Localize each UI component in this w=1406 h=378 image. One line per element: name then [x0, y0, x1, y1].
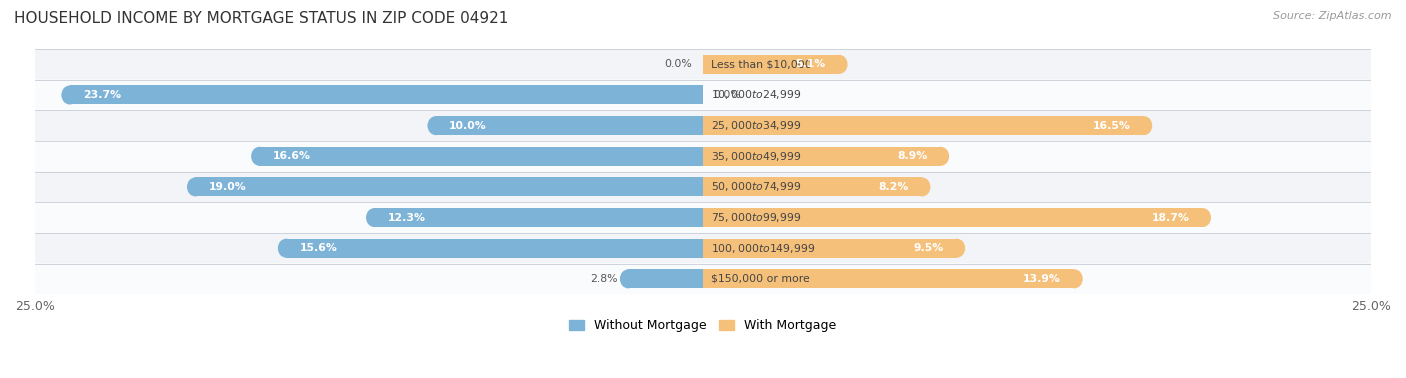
Circle shape: [1066, 270, 1083, 288]
Circle shape: [427, 116, 444, 135]
Bar: [70, 85, 703, 104]
Circle shape: [949, 239, 965, 258]
Circle shape: [1136, 116, 1152, 135]
FancyBboxPatch shape: [35, 141, 1371, 172]
Text: 13.9%: 13.9%: [1024, 274, 1062, 284]
Bar: [259, 147, 703, 166]
Text: $75,000 to $99,999: $75,000 to $99,999: [711, 211, 801, 224]
Text: $150,000 or more: $150,000 or more: [711, 274, 810, 284]
FancyBboxPatch shape: [35, 233, 1371, 263]
Circle shape: [914, 177, 931, 197]
Text: $10,000 to $24,999: $10,000 to $24,999: [711, 88, 801, 101]
Text: 18.7%: 18.7%: [1152, 212, 1189, 223]
Text: 16.5%: 16.5%: [1092, 121, 1130, 131]
FancyBboxPatch shape: [35, 202, 1371, 233]
Text: HOUSEHOLD INCOME BY MORTGAGE STATUS IN ZIP CODE 04921: HOUSEHOLD INCOME BY MORTGAGE STATUS IN Z…: [14, 11, 509, 26]
Text: $25,000 to $34,999: $25,000 to $34,999: [711, 119, 801, 132]
Text: 0.0%: 0.0%: [714, 90, 741, 100]
Bar: [703, 55, 839, 74]
Text: 10.0%: 10.0%: [449, 121, 486, 131]
Text: 9.5%: 9.5%: [914, 243, 943, 253]
Bar: [195, 177, 703, 197]
Text: $50,000 to $74,999: $50,000 to $74,999: [711, 180, 801, 194]
Bar: [703, 239, 957, 258]
Text: 19.0%: 19.0%: [208, 182, 246, 192]
Text: 8.9%: 8.9%: [897, 151, 928, 161]
Text: 15.6%: 15.6%: [299, 243, 337, 253]
Circle shape: [187, 177, 204, 197]
Bar: [703, 116, 1144, 135]
Circle shape: [366, 208, 382, 227]
Circle shape: [62, 85, 77, 104]
Legend: Without Mortgage, With Mortgage: Without Mortgage, With Mortgage: [569, 319, 837, 332]
Text: 12.3%: 12.3%: [388, 212, 426, 223]
Text: $100,000 to $149,999: $100,000 to $149,999: [711, 242, 815, 255]
Text: $35,000 to $49,999: $35,000 to $49,999: [711, 150, 801, 163]
Bar: [703, 147, 941, 166]
Text: Less than $10,000: Less than $10,000: [711, 59, 811, 69]
Text: 2.8%: 2.8%: [591, 274, 617, 284]
Circle shape: [252, 147, 267, 166]
Bar: [374, 208, 703, 227]
FancyBboxPatch shape: [35, 172, 1371, 202]
Circle shape: [278, 239, 294, 258]
Circle shape: [932, 147, 949, 166]
Bar: [703, 270, 1074, 288]
Bar: [287, 239, 703, 258]
Text: Source: ZipAtlas.com: Source: ZipAtlas.com: [1274, 11, 1392, 21]
FancyBboxPatch shape: [35, 263, 1371, 294]
FancyBboxPatch shape: [35, 49, 1371, 80]
Text: 8.2%: 8.2%: [879, 182, 908, 192]
Text: 16.6%: 16.6%: [273, 151, 311, 161]
Bar: [628, 270, 703, 288]
Circle shape: [620, 270, 637, 288]
Bar: [436, 116, 703, 135]
Text: 23.7%: 23.7%: [83, 90, 121, 100]
Circle shape: [831, 55, 848, 74]
Text: 0.0%: 0.0%: [665, 59, 692, 69]
Circle shape: [1195, 208, 1211, 227]
FancyBboxPatch shape: [35, 80, 1371, 110]
FancyBboxPatch shape: [35, 110, 1371, 141]
Text: 5.1%: 5.1%: [796, 59, 825, 69]
Bar: [703, 208, 1202, 227]
Bar: [703, 177, 922, 197]
